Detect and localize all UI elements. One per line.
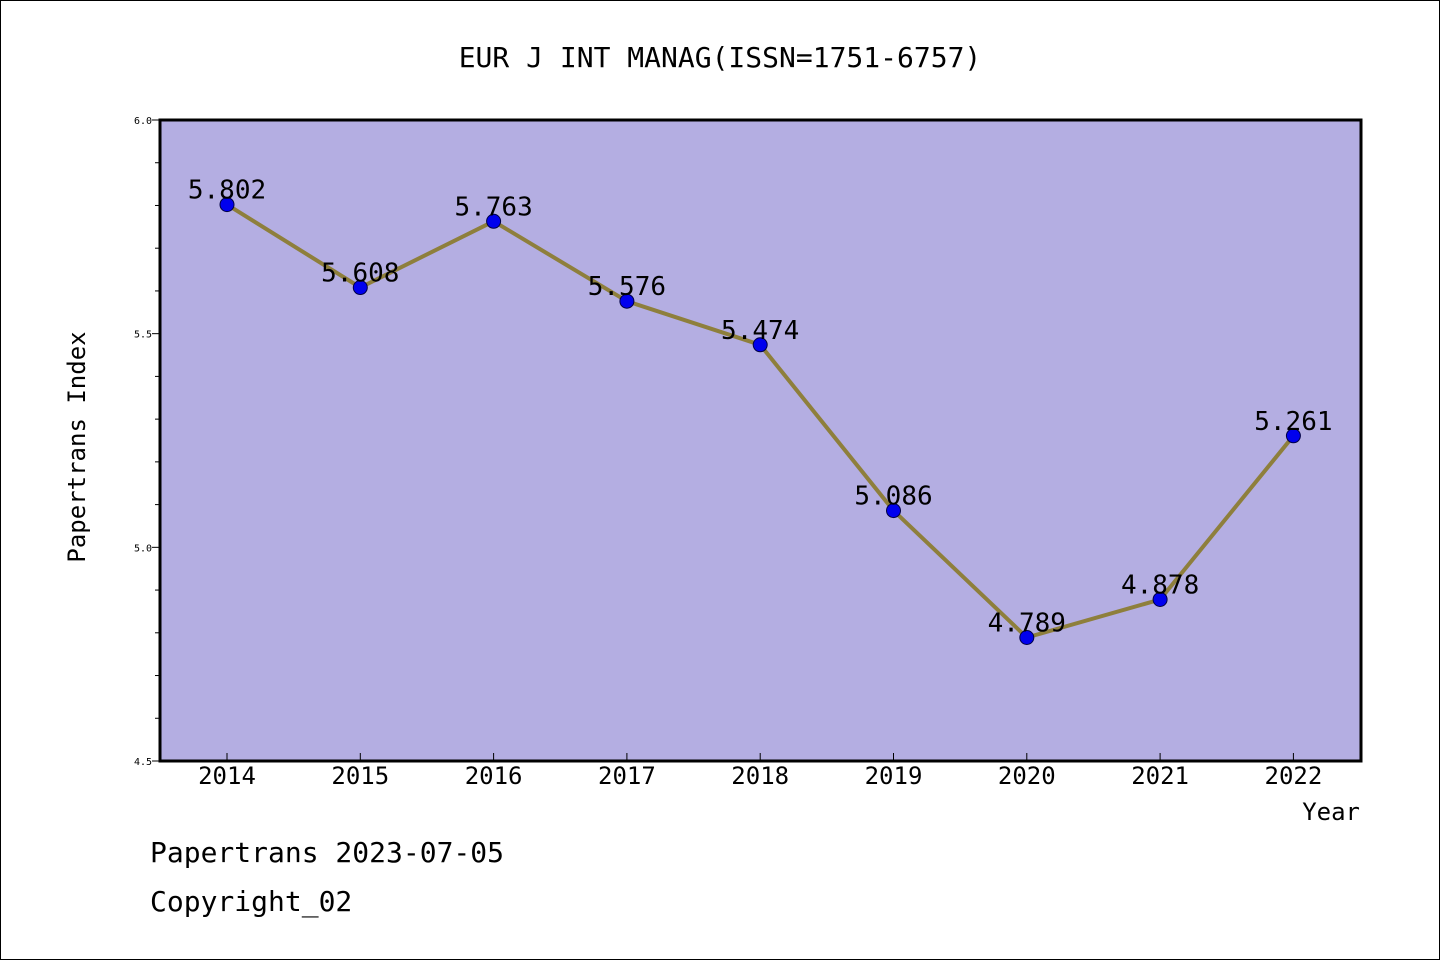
x-tick-label: 2014 <box>198 762 256 790</box>
data-point <box>1019 630 1035 646</box>
data-label: 5.802 <box>188 176 266 206</box>
data-label: 5.763 <box>454 192 532 222</box>
x-tick-label: 2016 <box>465 762 523 790</box>
y-tick-label: 5.5 <box>134 330 152 341</box>
x-tick-label: 2021 <box>1131 762 1189 790</box>
y-tick-label: 6.0 <box>134 116 152 127</box>
y-axis-label: Papertrans Index <box>63 331 91 562</box>
data-points <box>219 197 1301 646</box>
x-axis-label: Year <box>1302 798 1360 826</box>
data-point <box>886 503 901 519</box>
x-tick-label: 2017 <box>598 762 656 790</box>
data-point <box>752 337 768 353</box>
y-tick-label: 5.0 <box>134 543 152 554</box>
data-point <box>352 280 368 296</box>
x-tick-label: 2018 <box>731 762 789 790</box>
data-point <box>1285 428 1301 444</box>
data-point <box>619 293 635 309</box>
footer-date-text: Papertrans 2023-07-05 <box>150 836 505 869</box>
data-label: 5.474 <box>721 316 799 346</box>
data-point <box>1152 591 1168 607</box>
data-point <box>219 197 235 213</box>
y-axis: 4.5 5.0 5.5 6.0 <box>134 116 160 768</box>
data-label: 5.086 <box>854 482 932 512</box>
data-label: 5.261 <box>1254 407 1332 437</box>
data-label: 4.878 <box>1121 570 1199 600</box>
data-label: 5.608 <box>321 259 399 289</box>
x-tick-label: 2022 <box>1265 762 1323 790</box>
data-labels: 5.802 5.608 5.763 5.576 5.474 5.086 4.789 4.878… <box>188 176 1333 639</box>
footer-copyright-text: Copyright_02 <box>150 885 353 918</box>
data-label: 4.789 <box>988 609 1066 639</box>
x-tick-label: 2020 <box>998 762 1056 790</box>
x-tick-label: 2019 <box>865 762 923 790</box>
x-axis: 2014 2015 2016 2017 2018 2019 2020 2021 2022 <box>198 753 1322 790</box>
data-label: 5.576 <box>588 272 666 302</box>
y-tick-label: 4.5 <box>134 757 152 768</box>
data-point <box>486 213 502 229</box>
plot-area <box>158 118 1363 763</box>
x-tick-label: 2015 <box>331 762 389 790</box>
chart-title: EUR J INT MANAG(ISSN=1751-6757) <box>459 41 982 74</box>
